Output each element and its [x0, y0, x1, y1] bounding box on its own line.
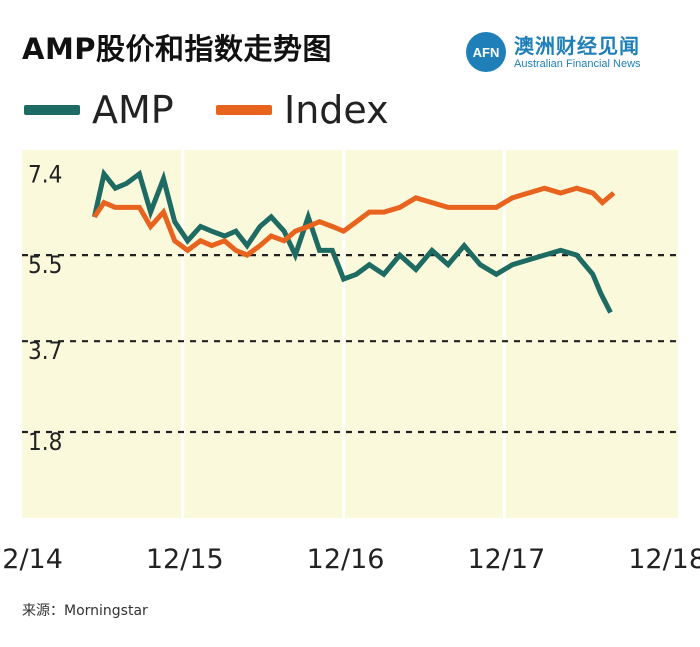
legend-swatch-index — [216, 105, 272, 115]
y-tick-label: 1.8 — [28, 428, 62, 456]
legend-swatch-amp — [24, 105, 80, 115]
plot-area — [22, 150, 678, 518]
y-tick-label: 5.5 — [28, 251, 62, 279]
y-tick-label: 3.7 — [28, 337, 62, 365]
y-tick-label: 7.4 — [28, 160, 62, 188]
brand-name-en: Australian Financial News — [514, 58, 641, 70]
source-note: 来源：Morningstar — [22, 603, 148, 619]
afn-logo-icon: AFN — [466, 32, 506, 72]
x-tick-label: 12/15 — [146, 544, 224, 575]
series-line-index — [92, 185, 616, 258]
brand-block: AFN 澳洲财经见闻 Australian Financial News — [466, 30, 686, 78]
x-tick-label: 12/18 — [628, 544, 700, 575]
x-tick-label: 12/14 — [0, 544, 63, 575]
legend-item-index: Index — [216, 88, 389, 132]
x-tick-label: 12/16 — [307, 544, 385, 575]
brand-name-cn: 澳洲财经见闻 — [514, 34, 640, 58]
x-tick-label: 12/17 — [467, 544, 545, 575]
legend-label-index: Index — [284, 88, 389, 132]
chart-title: AMP股价和指数走势图 — [22, 32, 333, 66]
legend-item-amp: AMP — [24, 88, 174, 132]
legend-label-amp: AMP — [92, 88, 174, 132]
series-line-amp — [91, 168, 613, 314]
